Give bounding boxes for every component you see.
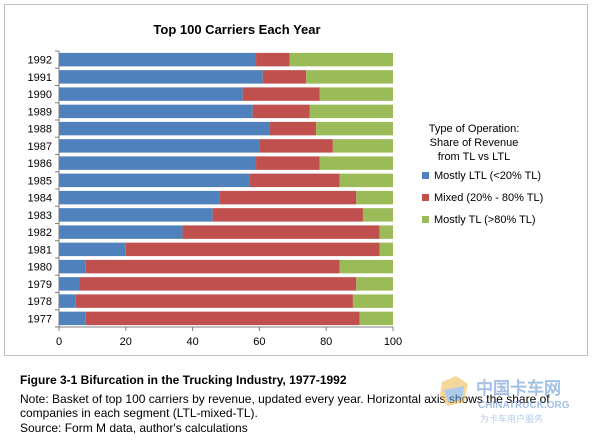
legend-title-line: Share of Revenue (430, 137, 519, 149)
bar-1979-series-1 (59, 277, 80, 291)
x-tick-label-100: 100 (384, 336, 402, 348)
bar-1992-series-2 (256, 52, 290, 67)
y-tick-label-1987: 1987 (28, 141, 52, 153)
y-tick-label-1981: 1981 (28, 244, 52, 256)
bar-1985-series-3 (339, 173, 393, 188)
bar-1984-series-1 (59, 190, 220, 205)
watermark-tagline: 为卡车用户服务 (480, 413, 543, 425)
y-tick-label-1979: 1979 (28, 279, 52, 291)
bar-1982-series-3 (379, 225, 393, 239)
bar-1985-series-2 (249, 173, 340, 188)
bar-1991-series-1 (59, 70, 263, 84)
y-tick-label-1991: 1991 (28, 72, 52, 84)
bar-1981-series-3 (379, 242, 393, 257)
y-tick-label-1982: 1982 (28, 227, 52, 239)
bar-1977-series-3 (359, 311, 393, 326)
bar-1989-series-2 (252, 104, 310, 119)
watermark-title: 中国卡车网 (476, 378, 561, 399)
watermark-subtitle: CHINATRUCK.ORG (478, 400, 570, 411)
y-tick-label-1977: 1977 (28, 313, 52, 325)
legend-label-1: Mostly LTL (<20% TL) (434, 170, 541, 182)
bar-1984-series-2 (219, 190, 357, 205)
axes-layer: 1992 1991 1990 1989 1988 1987 1986 1985 1984 1983… (28, 50, 402, 348)
y-tick-label-1988: 1988 (28, 124, 52, 136)
bar-1989-series-1 (59, 104, 253, 119)
x-tick-label-0: 0 (56, 336, 62, 348)
bar-1988-series-1 (59, 121, 270, 136)
y-tick-label-1980: 1980 (28, 262, 52, 274)
bar-1983-series-3 (362, 208, 393, 222)
y-tick-label-1986: 1986 (28, 158, 52, 170)
bar-1979-series-3 (356, 277, 393, 291)
bar-1990-series-1 (59, 87, 243, 101)
x-tick-label-20: 20 (120, 336, 132, 348)
x-tick-label-80: 80 (320, 336, 332, 348)
bar-1986-series-2 (256, 156, 320, 170)
bar-1978-series-3 (352, 294, 393, 308)
bar-1977-series-2 (85, 311, 360, 326)
bar-1983-series-2 (212, 208, 363, 222)
bar-1983-series-1 (59, 208, 213, 222)
bar-1986-series-1 (59, 156, 257, 170)
bar-1989-series-3 (309, 104, 393, 119)
bar-1981-series-1 (59, 242, 126, 257)
bar-1984-series-3 (356, 190, 393, 205)
bar-1987-series-3 (332, 139, 393, 153)
figure-source: Source: Form M data, author's calculatio… (20, 421, 248, 435)
figure-caption-title: Figure 3-1 Bifurcation in the Trucking I… (20, 373, 347, 387)
y-tick-label-1984: 1984 (28, 193, 52, 205)
legend-swatch-1 (422, 172, 429, 179)
y-tick-label-1992: 1992 (28, 55, 52, 67)
bar-1979-series-2 (79, 277, 357, 291)
legend: Type of Operation: Share of Revenue from T… (422, 123, 543, 226)
y-tick-label-1983: 1983 (28, 210, 52, 222)
legend-title-line: Type of Operation: (429, 123, 520, 135)
bar-1982-series-2 (182, 225, 380, 239)
y-tick-label-1990: 1990 (28, 89, 52, 101)
bars-layer (59, 52, 393, 326)
bar-1990-series-2 (242, 87, 320, 101)
bar-1980-series-1 (59, 259, 86, 274)
y-tick-label-1989: 1989 (28, 106, 52, 118)
y-tick-label-1978: 1978 (28, 296, 52, 308)
legend-label-2: Mixed (20% - 80% TL) (434, 192, 543, 204)
bar-1978-series-1 (59, 294, 76, 308)
bar-1977-series-1 (59, 311, 86, 326)
chart-title: Top 100 Carriers Each Year (153, 22, 320, 37)
x-tick-label-60: 60 (253, 336, 265, 348)
legend-title-line: from TL vs LTL (438, 151, 511, 163)
bar-1988-series-2 (269, 121, 317, 136)
figure-note-line-1: Note: Basket of top 100 carriers by reve… (20, 392, 550, 406)
bar-1991-series-3 (306, 70, 393, 84)
bar-1987-series-1 (59, 139, 260, 153)
bar-1990-series-3 (319, 87, 393, 101)
bar-1992-series-1 (59, 52, 257, 67)
bar-1986-series-3 (319, 156, 393, 170)
bar-1991-series-2 (262, 70, 307, 84)
bar-1992-series-3 (289, 52, 393, 67)
bar-1980-series-2 (85, 259, 340, 274)
bar-1985-series-1 (59, 173, 250, 188)
y-tick-label-1985: 1985 (28, 175, 52, 187)
legend-swatch-2 (422, 194, 429, 201)
bar-1987-series-2 (259, 139, 333, 153)
chart: Top 100 Carriers Each Year 1992199119901… (28, 22, 544, 348)
x-tick-label-40: 40 (186, 336, 198, 348)
bar-1980-series-3 (339, 259, 393, 274)
bar-1982-series-1 (59, 225, 183, 239)
watermark-logo: 中国卡车网 CHINATRUCK.ORG 为卡车用户服务 (440, 376, 570, 425)
bar-1988-series-3 (316, 121, 393, 136)
bar-1978-series-2 (75, 294, 353, 308)
bar-1981-series-2 (125, 242, 380, 257)
legend-swatch-3 (422, 216, 429, 223)
figure-note-line-2: companies in each segment (LTL-mixed-TL)… (20, 406, 258, 420)
legend-label-3: Mostly TL (>80% TL) (434, 214, 536, 226)
